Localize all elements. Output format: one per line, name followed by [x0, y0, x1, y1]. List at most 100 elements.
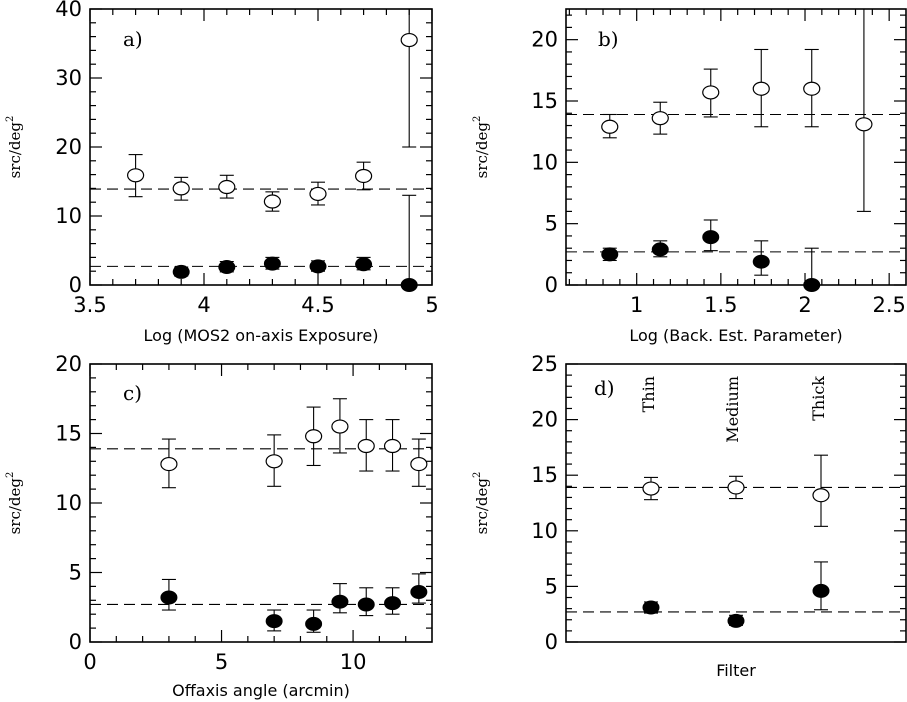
data-point [265, 614, 283, 629]
y-tick-label: 0 [545, 630, 558, 654]
data-point [702, 85, 720, 100]
y-tick-label: 10 [531, 150, 558, 174]
data-point [601, 247, 619, 262]
x-tick-label: 4 [197, 293, 210, 317]
y-tick-label: 20 [55, 352, 82, 376]
y-tick-label: 15 [531, 463, 558, 487]
panel-a: 3.5 4 4.5 5 0 10 20 30 40 Log (MOS2 on-axis Expos… [5, 0, 439, 345]
x-tick-label: 10 [340, 650, 367, 674]
y-axis-title-superscript: 2 [472, 116, 483, 122]
data-point [357, 438, 375, 454]
panel-label: b) [598, 27, 619, 51]
y-tick-label: 10 [531, 519, 558, 543]
data-point [383, 438, 402, 454]
y-axis-title: src/deg2 [5, 116, 24, 179]
data-point [218, 179, 236, 195]
data-point [218, 260, 236, 275]
data-point [601, 119, 619, 134]
data-point [752, 81, 770, 96]
panel-b: 1 1.5 2 2.5 0 5 10 15 20 Log (Back. Est. Paramete… [472, 8, 907, 345]
y-axis-title-text: src/deg [6, 122, 24, 179]
y-axis-title-superscript: 2 [472, 472, 483, 478]
panel-label: c) [123, 381, 142, 405]
data-point [803, 278, 821, 292]
data-point [172, 264, 190, 279]
x-axis-title: Filter [716, 661, 756, 680]
data-point [651, 111, 669, 126]
data-point [331, 419, 349, 434]
data-point [752, 254, 770, 269]
data-point [309, 259, 327, 274]
series-filled [642, 561, 830, 628]
series-filled [601, 219, 821, 292]
x-axis-title: Offaxis angle (arcmin) [172, 681, 350, 700]
panel-label: a) [123, 27, 143, 51]
y-tick-label: 10 [55, 204, 82, 228]
y-tick-label: 20 [55, 135, 82, 159]
data-point [410, 456, 428, 472]
series-filled [172, 194, 418, 292]
x-tick-label: 1.5 [704, 293, 737, 317]
filter-label-medium: Medium [723, 376, 742, 443]
y-tick-label: 25 [531, 352, 558, 376]
series-open [127, 9, 418, 212]
data-point [812, 583, 830, 598]
y-tick-label: 15 [55, 422, 82, 446]
data-point [651, 242, 669, 257]
y-tick-label: 0 [69, 630, 82, 654]
data-point [642, 600, 660, 615]
data-point [812, 488, 830, 503]
data-point [263, 194, 281, 209]
panel-c: 0 5 10 0 5 10 15 20 Offaxis angle (arcmin) src/de… [5, 352, 433, 700]
data-point [160, 590, 178, 605]
data-point [127, 168, 145, 183]
data-point [172, 181, 190, 196]
y-tick-label: 15 [531, 89, 558, 113]
data-point [400, 278, 418, 292]
y-tick-label: 20 [531, 408, 558, 432]
data-point [727, 480, 745, 495]
data-point [642, 481, 660, 496]
filter-label-thin: Thin [639, 376, 658, 412]
data-point [331, 594, 349, 609]
data-point [727, 613, 745, 628]
y-tick-label: 10 [55, 491, 82, 515]
data-point [355, 257, 373, 272]
plot-frame [565, 8, 907, 286]
plot-frame [89, 363, 433, 643]
data-point [305, 429, 323, 444]
data-point [855, 117, 873, 132]
x-tick-label: 2.5 [872, 293, 905, 317]
data-point [400, 32, 418, 48]
x-axis-title: Log (MOS2 on-axis Exposure) [144, 326, 379, 345]
x-tick-label: 3.5 [73, 293, 106, 317]
data-point [702, 230, 720, 245]
data-point [357, 597, 375, 612]
panel-label: d) [594, 376, 615, 400]
y-tick-label: 20 [531, 28, 558, 52]
plot-frame [565, 363, 907, 643]
series-open [601, 9, 873, 212]
data-point [309, 186, 327, 202]
data-point [803, 81, 821, 96]
x-tick-label: 4.5 [301, 293, 334, 317]
y-tick-label: 40 [55, 0, 82, 21]
data-point [265, 454, 283, 469]
y-tick-label: 5 [545, 212, 558, 236]
y-axis-title-text: src/deg [473, 122, 491, 179]
data-point [410, 584, 428, 599]
series-open [642, 454, 830, 527]
y-axis-title-text: src/deg [473, 478, 491, 535]
x-tick-label: 2 [798, 293, 811, 317]
data-point [384, 596, 402, 611]
x-tick-label: 0 [83, 650, 96, 674]
y-axis-title: src/deg2 [5, 472, 24, 535]
y-tick-label: 0 [545, 273, 558, 297]
y-axis-title: src/deg2 [472, 116, 491, 179]
series-filled [160, 573, 428, 633]
y-tick-label: 0 [69, 273, 82, 297]
y-axis-title-superscript: 2 [5, 116, 16, 122]
x-tick-label: 5 [425, 293, 438, 317]
data-point [263, 256, 281, 271]
